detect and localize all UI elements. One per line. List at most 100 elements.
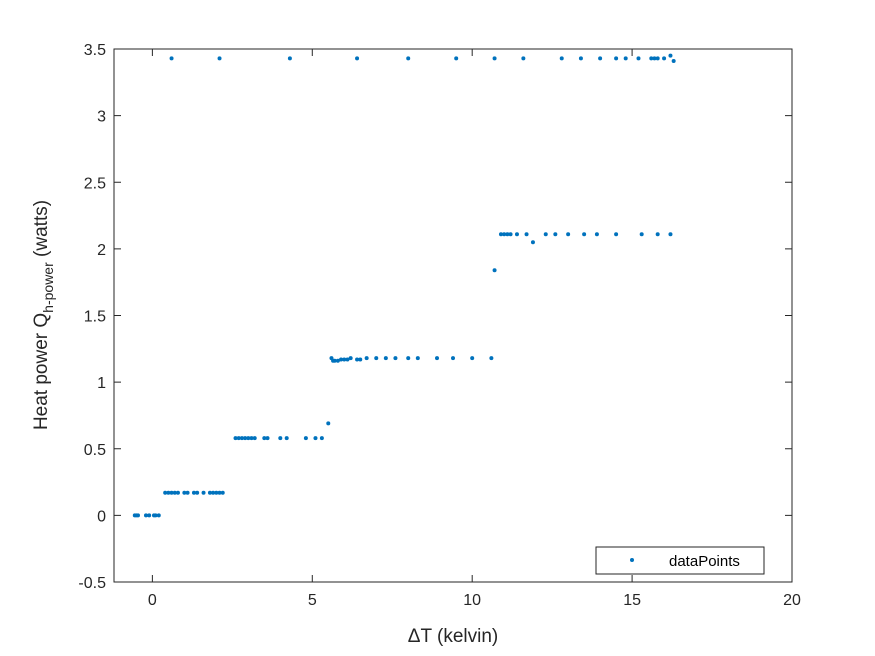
data-point	[249, 436, 254, 441]
data-point	[668, 232, 673, 237]
data-point	[355, 357, 360, 362]
data-point	[614, 232, 619, 237]
data-point	[578, 56, 583, 61]
data-point	[233, 436, 238, 441]
data-point	[649, 56, 654, 61]
data-point	[470, 356, 475, 361]
data-point	[217, 490, 222, 495]
data-point	[147, 513, 152, 518]
data-point	[655, 232, 660, 237]
data-point	[319, 436, 324, 441]
data-point	[614, 56, 619, 61]
data-point	[166, 490, 171, 495]
y-tick-label: 0.5	[84, 442, 106, 459]
data-point	[156, 513, 161, 518]
data-point	[243, 436, 248, 441]
data-point	[185, 490, 190, 495]
y-axis-label-unit: (watts)	[31, 200, 52, 262]
data-point	[559, 56, 564, 61]
x-tick-label: 20	[783, 592, 801, 609]
data-point	[303, 436, 308, 441]
y-tick-label: 0	[97, 508, 106, 525]
data-point	[252, 436, 257, 441]
data-point	[220, 490, 225, 495]
data-point	[265, 436, 270, 441]
data-point	[582, 232, 587, 237]
data-point	[543, 232, 548, 237]
y-axis-label-main: Heat power Q	[31, 313, 52, 430]
x-tick-label: 5	[308, 592, 317, 609]
plot-border	[113, 48, 793, 583]
data-point	[326, 421, 331, 426]
data-point	[287, 56, 292, 61]
data-point	[358, 357, 363, 362]
data-point	[668, 53, 673, 58]
data-point	[415, 356, 420, 361]
plot-area	[114, 49, 792, 582]
data-point	[278, 436, 283, 441]
data-point	[169, 56, 174, 61]
data-point	[489, 356, 494, 361]
data-point	[671, 58, 676, 63]
y-axis-label-subscript: h-power	[40, 262, 56, 313]
y-tick-label: 3.5	[84, 42, 106, 59]
data-point	[217, 56, 222, 61]
data-point	[239, 436, 244, 441]
data-point	[514, 232, 519, 237]
data-point	[652, 56, 657, 61]
data-point	[498, 232, 503, 237]
legend: dataPoints	[595, 546, 765, 575]
data-point	[374, 356, 379, 361]
data-point	[342, 357, 347, 362]
data-point	[214, 490, 219, 495]
data-point	[143, 513, 148, 518]
y-tick-labels: -0.5 0 0.5 1 1.5 2 2.5 3 3.5	[78, 42, 106, 592]
data-point	[492, 268, 497, 273]
x-tick-label: 15	[623, 592, 641, 609]
data-point	[406, 56, 411, 61]
legend-box	[595, 546, 765, 575]
data-point	[172, 490, 177, 495]
data-point	[236, 436, 241, 441]
data-point	[623, 56, 628, 61]
data-point	[639, 232, 644, 237]
data-point	[195, 490, 200, 495]
data-point	[207, 490, 212, 495]
data-point	[598, 56, 603, 61]
data-point	[335, 358, 340, 363]
data-point	[339, 357, 344, 362]
data-point	[662, 56, 667, 61]
y-tick-label: 2	[97, 242, 106, 259]
y-tick-label: -0.5	[78, 575, 106, 592]
data-point	[521, 56, 526, 61]
data-point	[566, 232, 571, 237]
data-point	[454, 56, 459, 61]
data-points	[132, 53, 676, 518]
data-point	[246, 436, 251, 441]
data-point	[201, 490, 206, 495]
data-point	[182, 490, 187, 495]
data-point	[406, 356, 411, 361]
y-axis-label: Heat power Qh-power (watts)	[31, 200, 56, 430]
y-tick-label: 1	[97, 375, 106, 392]
data-point	[636, 56, 641, 61]
data-point	[530, 240, 535, 245]
data-point	[364, 356, 369, 361]
y-tick-label: 3	[97, 109, 106, 126]
x-axis-label: ΔT (kelvin)	[408, 626, 498, 647]
data-point	[163, 490, 168, 495]
data-point	[502, 232, 507, 237]
x-tick-label: 0	[148, 592, 157, 609]
data-point	[553, 232, 558, 237]
data-point	[211, 490, 216, 495]
data-point	[175, 490, 180, 495]
data-point	[393, 356, 398, 361]
data-point	[524, 232, 529, 237]
legend-label: dataPoints	[669, 553, 740, 570]
data-point	[169, 490, 174, 495]
data-point	[284, 436, 289, 441]
data-point	[345, 357, 350, 362]
data-point	[348, 356, 353, 361]
x-tick-label: 10	[463, 592, 481, 609]
